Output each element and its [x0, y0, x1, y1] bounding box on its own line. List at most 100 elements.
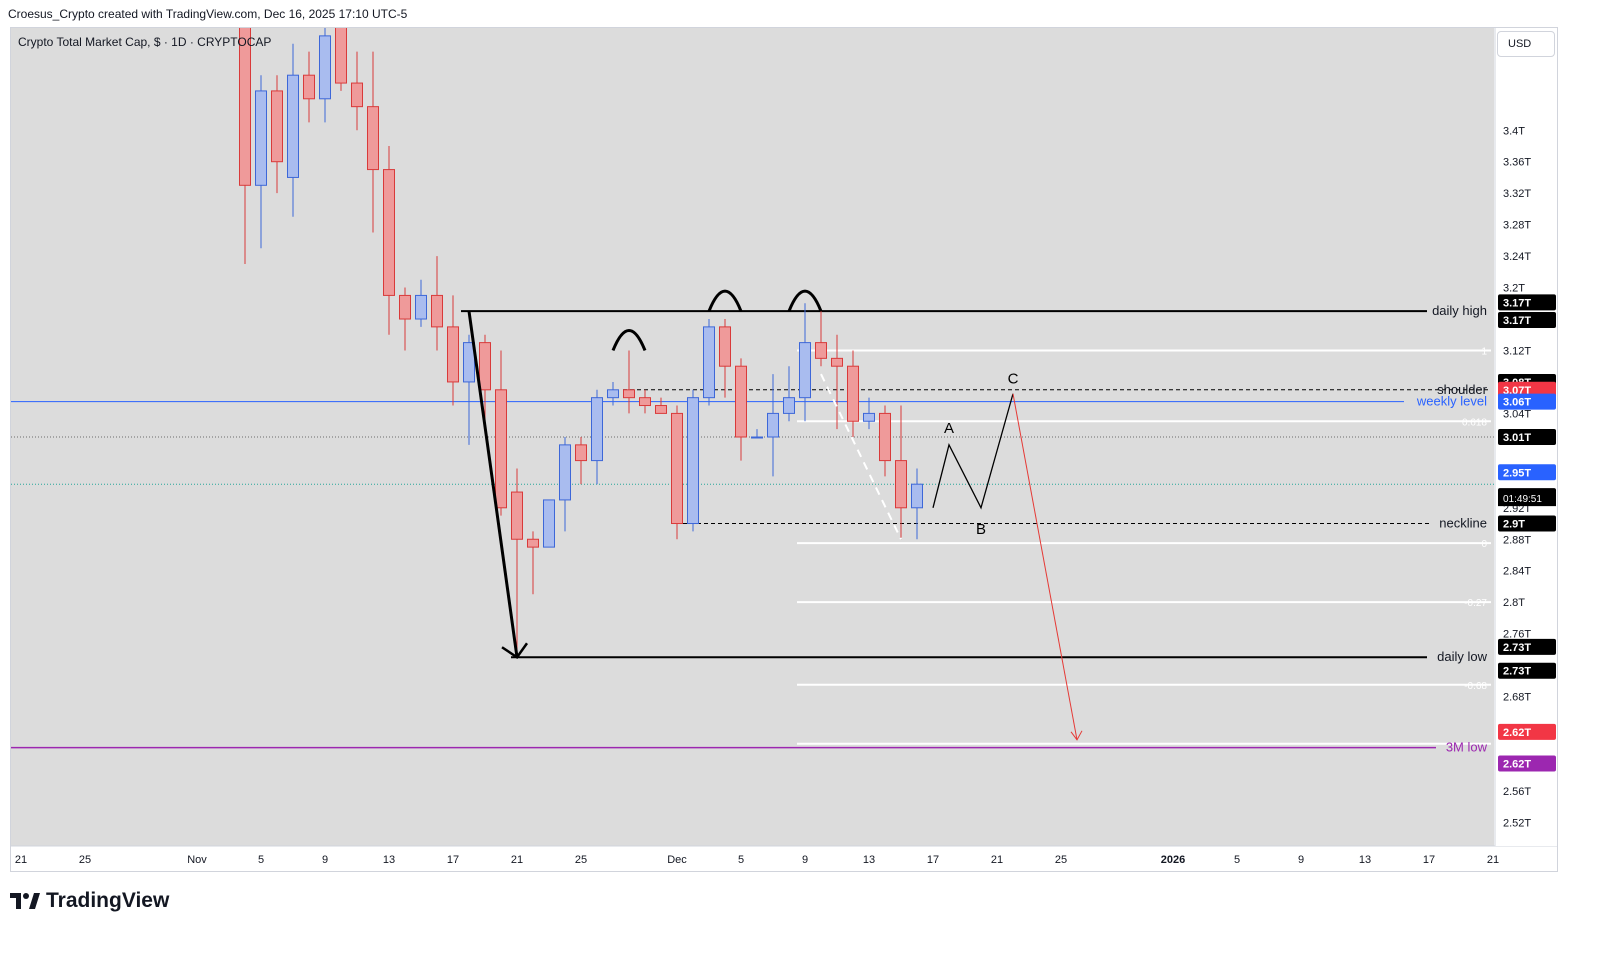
candle-body: [895, 460, 907, 509]
time-tick-label: 9: [322, 854, 328, 866]
candle-body: [575, 444, 587, 462]
time-tick-label: 21: [511, 854, 523, 866]
price-tick-label: 3.04T: [1503, 408, 1531, 420]
time-tick-label: Nov: [187, 854, 207, 866]
price-tick-label: 3.12T: [1503, 345, 1531, 357]
price-tick-label: 2.56T: [1503, 786, 1531, 798]
time-tick-label: 21: [1487, 854, 1499, 866]
time-tick-label: 17: [927, 854, 939, 866]
abc-wave-path: [932, 393, 1014, 510]
price-tick-label: 3.2T: [1503, 283, 1525, 295]
price-badge-label: 2.62T: [1503, 759, 1531, 771]
time-tick-label: 9: [1298, 854, 1304, 866]
wave-label-b: B: [976, 521, 986, 538]
candle-body: [847, 365, 859, 422]
price-badge-label: 2.9T: [1503, 519, 1525, 531]
candle-body: [719, 326, 731, 367]
symbol-title[interactable]: Crypto Total Market Cap, $ · 1D · CRYPTO…: [18, 35, 272, 49]
price-badge-label: 2.62T: [1503, 727, 1531, 739]
price-chart[interactable]: 1 0.618 0 -0.27 -0.68 daily high shoulderweekl…: [11, 28, 1558, 872]
candle-body: [671, 412, 683, 525]
candle-body: [863, 412, 875, 422]
wave-label-a: A: [944, 420, 954, 437]
price-badge: [1498, 294, 1556, 311]
price-badge: [1498, 464, 1556, 481]
price-badge-label: 3.01T: [1503, 432, 1531, 444]
candle-body: [239, 28, 251, 186]
time-tick-label: 13: [1359, 854, 1371, 866]
weekly-level-label: weekly level: [1416, 394, 1487, 409]
price-tick-label: 2.8T: [1503, 597, 1525, 609]
fib-label: -0.27: [1464, 598, 1487, 609]
candle-body: [383, 169, 395, 296]
candle-body: [399, 294, 411, 320]
chart-frame[interactable]: 1 0.618 0 -0.27 -0.68 daily high shoulder weekl…: [10, 27, 1558, 872]
fib-label: 0: [1481, 539, 1487, 550]
price-badge-label: 2.73T: [1503, 642, 1531, 654]
candle-body: [639, 397, 651, 407]
candle-body: [815, 342, 827, 359]
price-badge: [1498, 638, 1556, 655]
price-badge-label: 2.73T: [1503, 666, 1531, 678]
candle-body: [447, 326, 459, 383]
time-axis-background: [11, 846, 1557, 871]
brand-name: TradingView: [46, 889, 170, 912]
time-tick-label: 13: [383, 854, 395, 866]
candle-body: [623, 389, 635, 399]
white-dashed-projection: [820, 373, 902, 540]
price-badge-label: 3.06T: [1503, 397, 1531, 409]
price-badge: [1498, 311, 1556, 328]
time-tick-label: 21: [15, 854, 27, 866]
candle-body: [751, 436, 763, 439]
shoulder-label: shoulder: [1437, 382, 1488, 397]
price-badge: [1498, 723, 1556, 740]
candle-body: [495, 389, 507, 509]
time-tick-label: 13: [863, 854, 875, 866]
candle-body: [367, 106, 379, 171]
price-tick-label: 2.76T: [1503, 629, 1531, 641]
candle-body: [479, 342, 491, 391]
candle-body: [735, 365, 747, 438]
candle-body: [911, 483, 923, 509]
tradingview-logo-icon: [10, 893, 40, 909]
countdown-label: 01:49:51: [1503, 494, 1542, 505]
price-tick-label: 3.24T: [1503, 251, 1531, 263]
price-tick-label: 3.36T: [1503, 157, 1531, 169]
time-tick-label: 2026: [1161, 854, 1185, 866]
candle-body: [527, 538, 539, 548]
price-badge-label: 2.95T: [1503, 467, 1531, 479]
time-tick-label: 21: [991, 854, 1003, 866]
candle-body: [831, 357, 843, 367]
time-tick-label: 9: [802, 854, 808, 866]
fib-label: -0.68: [1464, 681, 1487, 692]
currency-button[interactable]: USD: [1497, 31, 1555, 57]
price-tick-label: 3.28T: [1503, 220, 1531, 232]
price-badge: [1498, 755, 1556, 772]
candle-body: [463, 342, 475, 383]
price-tick-label: 2.84T: [1503, 566, 1531, 578]
drop-arrow-line: [467, 310, 519, 658]
price-tick-label: 2.88T: [1503, 534, 1531, 546]
candle-body: [559, 444, 571, 501]
price-badge: [1498, 429, 1556, 445]
candle-body: [879, 412, 891, 462]
time-tick-label: 25: [79, 854, 91, 866]
fib-label: 0.618: [1462, 417, 1487, 428]
target-arrow-head: [1070, 730, 1083, 741]
candle-body: [271, 90, 283, 163]
candle-body: [335, 28, 347, 84]
price-tick-label: 2.52T: [1503, 817, 1531, 829]
candle-body: [351, 82, 363, 108]
candle-body: [607, 389, 619, 399]
price-badge: [1498, 515, 1556, 532]
candle-body: [319, 35, 331, 100]
time-tick-label: 25: [1055, 854, 1067, 866]
head-shoulder-arc: [611, 329, 647, 352]
candle-body: [655, 405, 667, 414]
time-tick-label: 5: [1234, 854, 1240, 866]
candle-body: [767, 412, 779, 438]
price-tick-label: 2.68T: [1503, 692, 1531, 704]
candle-body: [431, 294, 443, 328]
candle-body: [415, 294, 427, 320]
candle-body: [511, 491, 523, 540]
